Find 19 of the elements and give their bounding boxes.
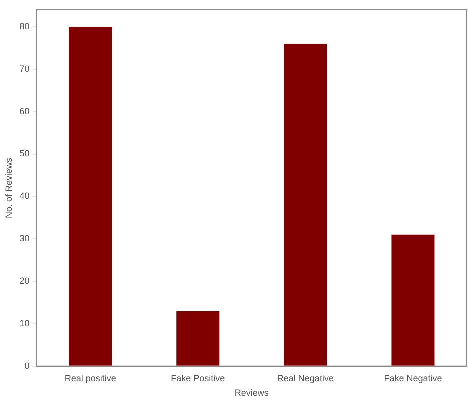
y-tick-label: 80 [20,21,30,32]
x-tick-label: Fake Positive [171,373,226,384]
bar [69,26,112,366]
bar [176,311,220,366]
y-tick-label: 30 [20,234,30,244]
y-axis-title: No. of Reviews [4,157,14,218]
y-tick-label: 60 [20,106,30,116]
y-tick-label: 70 [20,64,30,74]
y-tick-label: 40 [20,191,30,202]
bar [284,44,328,366]
bar [392,234,435,366]
y-tick-label: 0 [24,360,30,371]
x-tick-label: Real Negative [277,373,334,384]
x-tick-label: Fake Negative [384,373,442,384]
x-axis-title: Reviews [234,388,270,398]
y-tick-label: 50 [20,148,30,159]
x-tick-label: Real positive [64,373,116,384]
y-tick-label: 20 [20,276,30,286]
y-tick-label: 10 [20,318,30,328]
